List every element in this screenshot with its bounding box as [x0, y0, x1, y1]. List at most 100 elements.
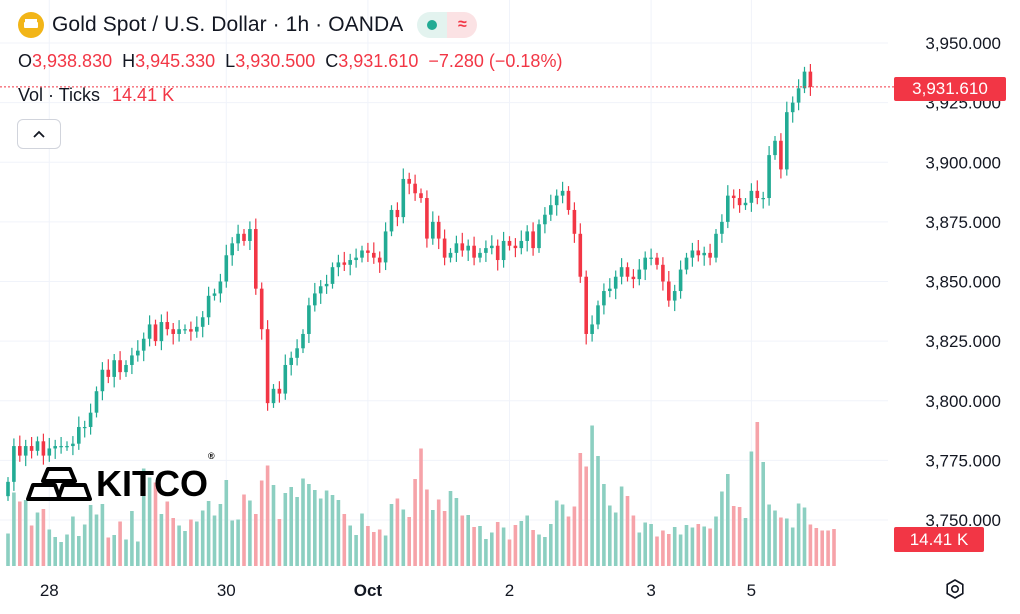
- volume-bar: [136, 541, 140, 566]
- volume-bars: [6, 422, 836, 566]
- candle-body: [100, 369, 105, 392]
- candle-body: [501, 240, 506, 261]
- candle-body: [785, 112, 789, 170]
- logo-text: KITCO®: [96, 451, 215, 505]
- candle-body: [661, 264, 665, 282]
- candle-body: [53, 446, 57, 449]
- volume-bar: [324, 490, 329, 566]
- symbol-title-row[interactable]: Gold Spot / U.S. Dollar · 1h · OANDA ≈: [18, 12, 478, 38]
- candle-body: [189, 329, 193, 332]
- price-axis[interactable]: 3,950.0003,925.0003,900.0003,875.0003,85…: [925, 34, 1001, 530]
- candle-body: [336, 262, 341, 268]
- volume-axis-label: 14.41 K: [894, 527, 984, 552]
- volume-bar: [566, 516, 571, 566]
- volume-bar: [47, 529, 52, 566]
- volume-bar: [18, 501, 22, 566]
- volume-bar: [472, 527, 476, 566]
- time-axis[interactable]: 28 30 Oct 2 3 5: [40, 581, 756, 600]
- volume-bar: [271, 485, 276, 566]
- volume-bar: [230, 520, 234, 566]
- candle-body: [554, 195, 559, 206]
- volume-bar: [802, 507, 807, 566]
- volume-legend[interactable]: Vol · Ticks 14.41 K: [18, 85, 174, 106]
- volume-bar: [554, 500, 559, 566]
- volume-bar: [602, 484, 606, 566]
- candle-body: [47, 448, 52, 456]
- candle-body: [389, 209, 394, 232]
- candle-body: [372, 252, 376, 258]
- price-candles: [6, 63, 813, 501]
- volume-bar: [65, 534, 69, 566]
- candle-body: [77, 426, 81, 444]
- time-tick-label: 3: [646, 581, 655, 600]
- volume-bar: [696, 524, 701, 566]
- volume-bar: [454, 498, 459, 566]
- market-open-indicator[interactable]: [417, 12, 448, 38]
- last-price-label: 3,931.610: [894, 77, 1006, 101]
- data-mode-toggle[interactable]: ≈: [447, 12, 478, 38]
- volume-bar: [478, 526, 482, 566]
- volume-bar: [360, 513, 364, 566]
- volume-bar: [684, 525, 689, 566]
- volume-bar: [254, 514, 258, 566]
- volume-bar: [124, 539, 128, 566]
- volume-bar: [608, 505, 612, 566]
- volume-bar: [814, 528, 819, 566]
- candle-body: [672, 291, 677, 301]
- volume-bar: [537, 534, 541, 566]
- candle-body: [330, 267, 335, 284]
- volume-bar: [407, 517, 411, 566]
- candle-body: [731, 195, 736, 199]
- price-tick-label: 3,875.000: [925, 213, 1001, 232]
- candle-body: [354, 257, 358, 261]
- volume-bar: [153, 482, 158, 566]
- candle-body: [720, 221, 724, 234]
- volume-bar: [41, 509, 46, 566]
- collapse-legend-button[interactable]: [17, 119, 61, 149]
- settings-gear-icon[interactable]: [944, 578, 966, 600]
- volume-bar: [112, 535, 116, 566]
- price-tick-label: 3,825.000: [925, 332, 1001, 351]
- market-status-pill[interactable]: ≈: [417, 12, 478, 38]
- candle-body: [743, 202, 748, 206]
- candle-body: [608, 288, 612, 292]
- close-label: C: [325, 51, 339, 71]
- volume-bar: [625, 496, 630, 566]
- time-tick-label: 28: [40, 581, 59, 600]
- candle-body: [259, 288, 264, 330]
- candle-body: [649, 257, 653, 259]
- volume-bar: [761, 462, 765, 566]
- candle-body: [584, 276, 588, 334]
- time-tick-label: 30: [217, 581, 236, 600]
- volume-bar: [336, 500, 341, 566]
- candle-body: [254, 229, 258, 289]
- gold-bar-icon: [18, 12, 44, 38]
- symbol-title[interactable]: Gold Spot / U.S. Dollar · 1h · OANDA: [52, 13, 404, 36]
- volume-bar: [77, 536, 81, 566]
- volume-bar: [767, 504, 771, 566]
- candle-body: [307, 305, 311, 334]
- volume-bar: [106, 537, 111, 566]
- volume-bar: [560, 504, 565, 566]
- candle-body: [283, 364, 288, 394]
- candle-body: [708, 252, 712, 258]
- candle-body: [566, 190, 571, 210]
- volume-bar: [796, 503, 801, 566]
- volume-bar: [749, 451, 754, 566]
- candle-body: [147, 324, 152, 339]
- candle-body: [141, 338, 146, 351]
- volume-bar: [466, 515, 470, 566]
- candle-body: [543, 214, 547, 225]
- candle-body: [808, 71, 813, 87]
- volume-bar: [29, 525, 34, 566]
- candle-body: [590, 324, 594, 334]
- candle-body: [383, 231, 388, 263]
- volume-bar: [283, 493, 288, 566]
- volume-bar: [171, 518, 175, 566]
- volume-bar: [318, 498, 323, 566]
- candle-body: [301, 333, 305, 349]
- volume-bar: [484, 539, 488, 566]
- candle-body: [271, 388, 276, 404]
- volume-bar: [442, 511, 447, 566]
- candle-body: [407, 178, 411, 184]
